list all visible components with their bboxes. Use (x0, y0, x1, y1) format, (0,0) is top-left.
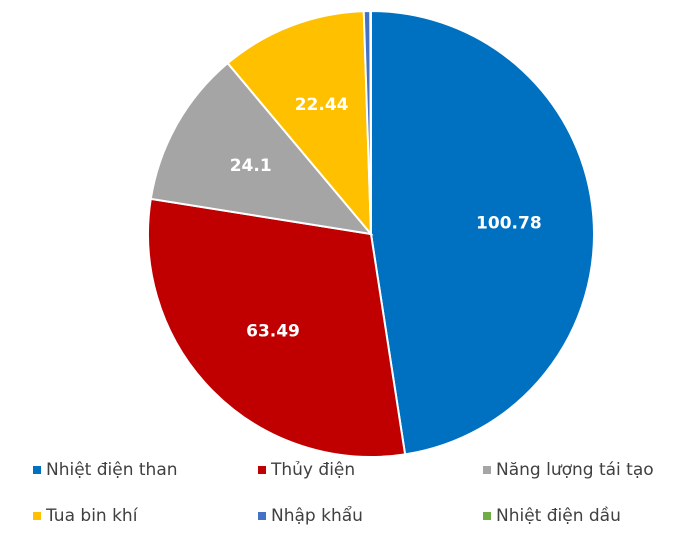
legend-label: Tua bin khí (45, 506, 139, 526)
legend-label: Thủy điện (270, 460, 355, 480)
legend-swatch (483, 512, 491, 520)
legend-swatch (483, 466, 491, 474)
legend-swatch (33, 512, 41, 520)
legend-label: Nhập khẩu (271, 505, 363, 526)
data-label: 24.1 (230, 156, 272, 176)
legend-label: Năng lượng tái tạo (496, 460, 654, 480)
pie-slice (147, 197, 407, 458)
pie-slice (226, 10, 373, 237)
legend-label: Nhiệt điện dầu (496, 505, 621, 526)
legend-swatch (258, 512, 266, 520)
legend-swatch (258, 466, 266, 474)
data-label: 100.78 (476, 213, 542, 233)
legend-swatch (33, 466, 41, 474)
pie-slice (149, 61, 374, 236)
pie-slice (370, 9, 595, 456)
data-label: 22.44 (295, 95, 349, 115)
data-label: 63.49 (246, 322, 300, 342)
pie-slice (369, 9, 372, 235)
legend-label: Nhiệt điện than (46, 460, 178, 480)
